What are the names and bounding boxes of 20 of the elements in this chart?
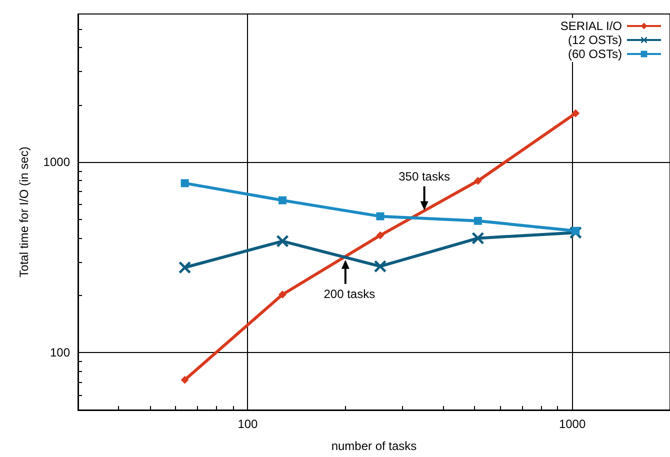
point xyxy=(376,231,384,240)
point xyxy=(278,290,287,299)
point xyxy=(572,109,580,118)
y-axis-title: Total time for I/O (in sec) xyxy=(17,146,31,278)
point xyxy=(180,179,189,188)
x-axis-title: number of tasks xyxy=(331,439,417,453)
point xyxy=(180,376,189,384)
point xyxy=(472,232,484,244)
annotation: 350 tasks xyxy=(398,169,450,184)
point xyxy=(178,262,191,274)
point xyxy=(278,196,287,204)
legend-label: SERIAL I/O xyxy=(560,19,622,33)
legend-label: (12 OSTs) xyxy=(568,33,622,47)
point xyxy=(276,235,289,248)
point xyxy=(474,176,482,185)
point xyxy=(474,216,482,225)
point xyxy=(376,212,384,220)
legend-label: (60 OSTs) xyxy=(568,47,622,61)
annotation: 200 tasks xyxy=(324,286,376,301)
point xyxy=(374,260,386,272)
